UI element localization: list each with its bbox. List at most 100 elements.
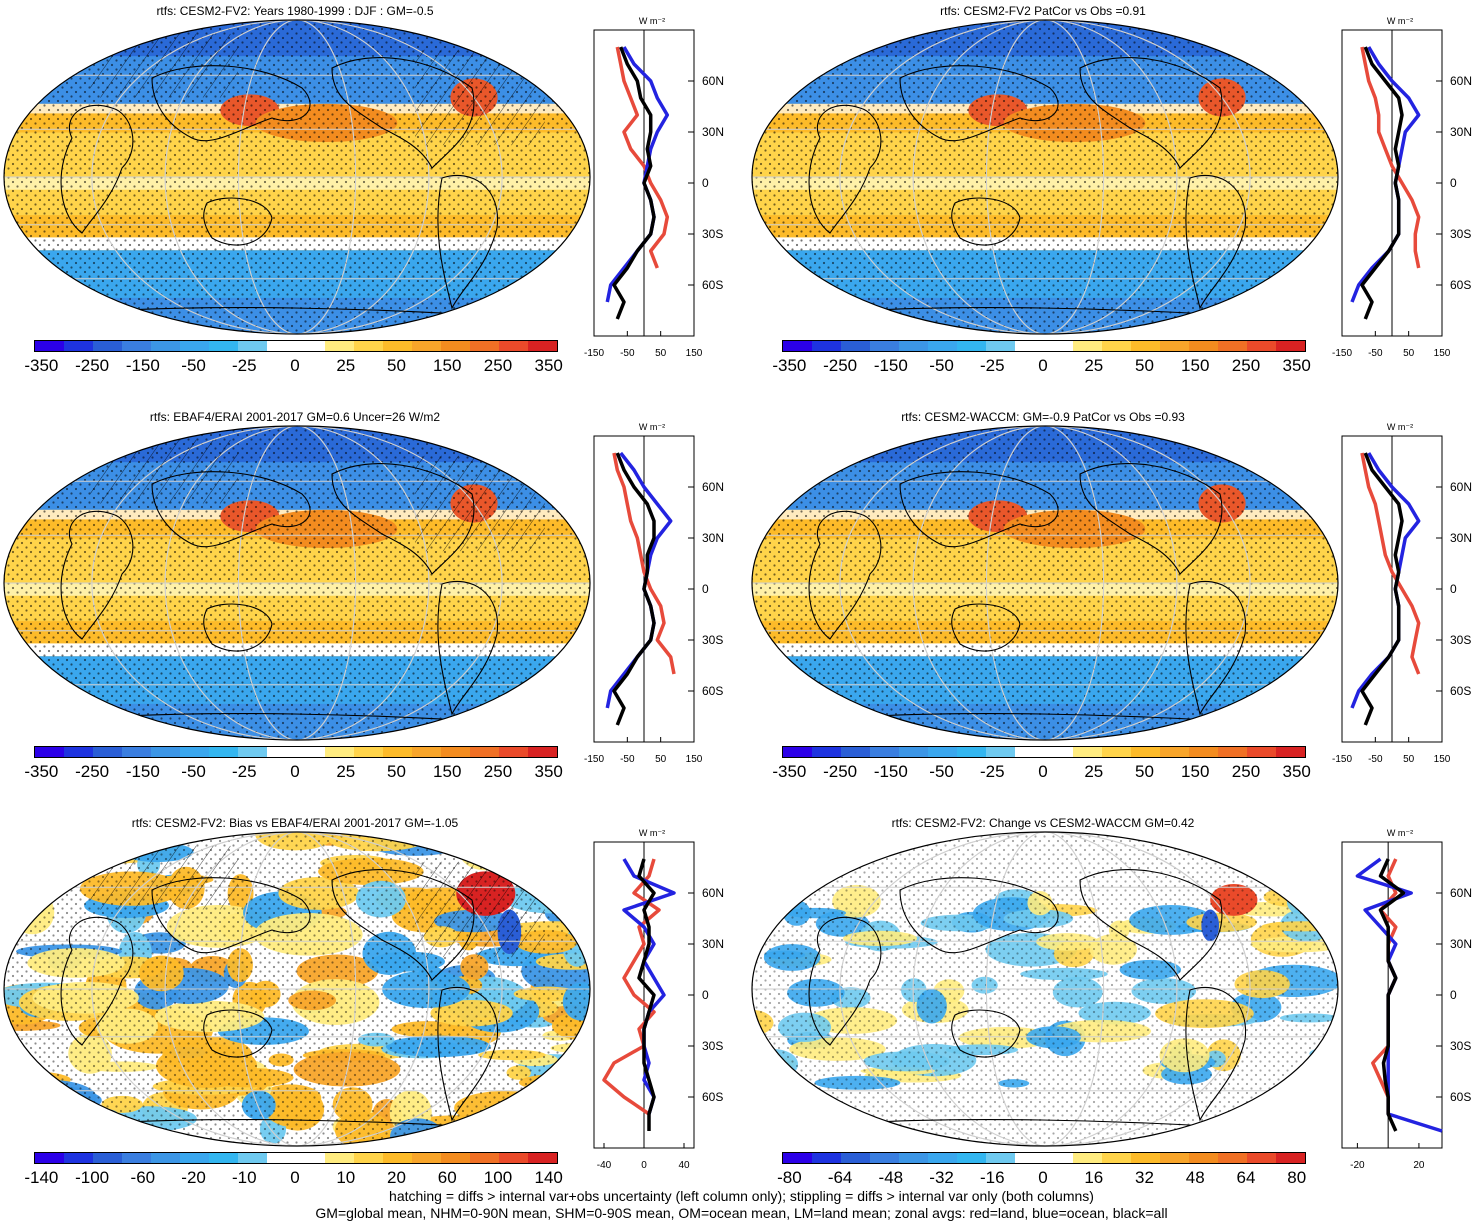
x-tick-label: 50	[1403, 754, 1415, 765]
colorbar-label: -48	[878, 1168, 904, 1187]
colorbar-swatch	[1044, 747, 1073, 757]
panel-title: rtfs: EBAF4/ERAI 2001-2017 GM=0.6 Uncer=…	[149, 410, 441, 424]
colorbar-label: 0	[1038, 762, 1048, 781]
x-tick-label: 150	[1434, 754, 1451, 765]
colorbar-swatch	[1131, 747, 1160, 757]
colorbar-label: 25	[1084, 762, 1104, 781]
world-map	[2, 424, 592, 742]
colorbar	[34, 746, 558, 758]
colorbar-labels: -80 -64 -48 -32 -16 0 16 32 48 64 80	[764, 1168, 1322, 1188]
colorbar-label: -50	[181, 356, 206, 375]
lat-tick-label: 30S	[1450, 1039, 1471, 1053]
colorbar-swatch	[151, 341, 180, 351]
colorbar-swatch	[841, 341, 870, 351]
colorbar-swatch	[1015, 747, 1044, 757]
colorbar	[34, 1152, 558, 1164]
colorbar-swatch	[1102, 747, 1131, 757]
colorbar-swatch	[986, 341, 1015, 351]
colorbar	[782, 1152, 1306, 1164]
colorbar-swatch	[783, 747, 812, 757]
units-label: W m⁻²	[639, 16, 665, 26]
colorbar-label: -25	[980, 762, 1005, 781]
colorbar-labels: -350 -250 -150 -50 -25 0 25 50 150 250 350	[764, 356, 1322, 376]
colorbar-label: 50	[1135, 356, 1154, 375]
colorbar-label: 60	[437, 1168, 457, 1187]
panel: rtfs: CESM2-FV2 PatCor vs Obs =0.91 -350-…	[748, 0, 1483, 390]
colorbar-swatch	[209, 1153, 238, 1163]
series-line-land	[617, 47, 667, 302]
colorbar-label: 150	[433, 762, 462, 781]
colorbar-swatch	[1160, 341, 1189, 351]
colorbar-swatch	[296, 1153, 325, 1163]
colorbar-label: 0	[290, 356, 300, 375]
x-tick-label: 150	[686, 754, 703, 765]
colorbar-label: -250	[823, 762, 858, 781]
colorbar-swatch	[122, 747, 151, 757]
coastline	[1079, 57, 1223, 169]
colorbar-swatch	[812, 1153, 841, 1163]
coastline	[899, 877, 1059, 954]
colorbar-swatch	[267, 1153, 296, 1163]
colorbar-swatch	[238, 747, 267, 757]
colorbar-label: -150	[125, 356, 160, 375]
colorbar-swatch	[1102, 341, 1131, 351]
colorbar-label: -80	[777, 1168, 802, 1187]
colorbar-label: 16	[1084, 1168, 1104, 1187]
colorbar-swatch	[325, 747, 354, 757]
x-tick-label: -50	[620, 754, 635, 765]
colorbar-swatch	[238, 1153, 267, 1163]
coastline	[331, 57, 475, 169]
colorbar-swatch	[1160, 747, 1189, 757]
colorbar-swatch	[957, 1153, 986, 1163]
colorbar-label: 50	[387, 356, 406, 375]
world-map	[2, 830, 592, 1148]
panel-title: rtfs: CESM2-FV2: Years 1980-1999 : DJF :…	[156, 4, 434, 18]
colorbar-swatch	[899, 747, 928, 757]
colorbar-swatch	[441, 1153, 470, 1163]
lat-tick-label: 60N	[702, 480, 724, 494]
colorbar-swatch	[957, 341, 986, 351]
colorbar-labels: -140 -100 -60 -20 -10 0 10 20 60 100 140	[16, 1168, 574, 1188]
colorbar-swatch	[180, 341, 209, 351]
colorbar-label: -350	[772, 762, 807, 781]
colorbar-label: 350	[1282, 356, 1311, 375]
coastline	[60, 916, 134, 1046]
lat-tick-label: 60S	[702, 278, 723, 292]
x-tick-label: -150	[1332, 348, 1352, 359]
colorbar-label: 80	[1287, 1168, 1307, 1187]
colorbar-label: 0	[290, 762, 300, 781]
units-label: W m⁻²	[1387, 16, 1413, 26]
colorbar-swatch	[1218, 1153, 1247, 1163]
colorbar-swatch	[1160, 1153, 1189, 1163]
colorbar-swatch	[1247, 341, 1276, 351]
colorbar-swatch	[1276, 341, 1305, 351]
x-tick-label: 150	[686, 348, 703, 359]
colorbar-label: 0	[1038, 1168, 1048, 1187]
colorbar-label: -350	[24, 762, 59, 781]
colorbar-swatch	[499, 747, 528, 757]
colorbar-swatch	[93, 747, 122, 757]
colorbar	[34, 340, 558, 352]
colorbar-swatch	[470, 747, 499, 757]
lat-tick-label: 30S	[702, 633, 723, 647]
units-label: W m⁻²	[1387, 828, 1413, 838]
coastline	[331, 869, 475, 981]
lat-tick-label: 0	[1450, 988, 1457, 1002]
colorbar-swatch	[470, 341, 499, 351]
colorbar-label: -150	[125, 762, 160, 781]
colorbar-label: -140	[24, 1168, 59, 1187]
colorbar-swatch	[812, 747, 841, 757]
colorbar-swatch	[928, 1153, 957, 1163]
colorbar-swatch	[1276, 1153, 1305, 1163]
lat-tick-label: 60N	[702, 886, 724, 900]
series-line-all	[612, 46, 656, 320]
colorbar-swatch	[1218, 341, 1247, 351]
colorbar-swatch	[1015, 341, 1044, 351]
colorbar-label: 150	[1181, 762, 1210, 781]
lat-tick-label: 0	[702, 988, 709, 1002]
zonal-mean-plot: 60N 30N 0 30S 60S -150 -50 50 150 W m⁻²	[584, 16, 734, 359]
zonal-mean-plot: 60N 30N 0 30S 60S -40 0 40 W m⁻²	[593, 828, 734, 1171]
colorbar-label: -150	[873, 762, 908, 781]
panel: rtfs: EBAF4/ERAI 2001-2017 GM=0.6 Uncer=…	[0, 406, 735, 796]
series-line-ocean	[1350, 46, 1421, 303]
